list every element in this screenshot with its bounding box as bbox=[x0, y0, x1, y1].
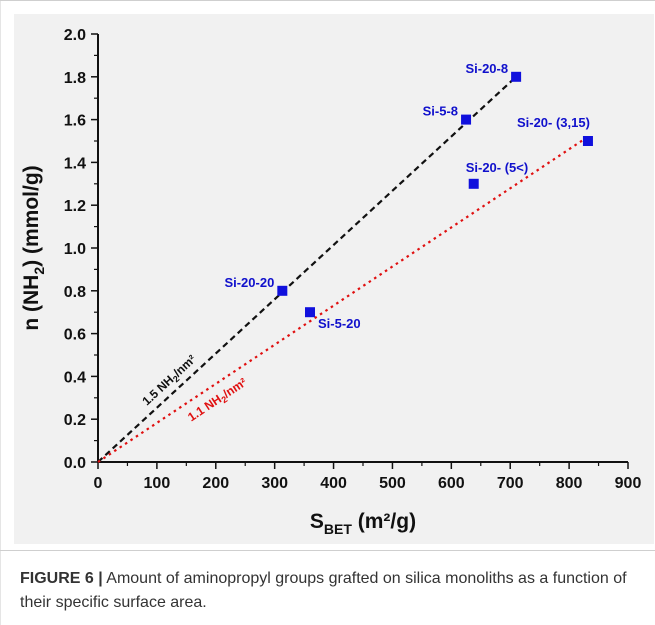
fit-line-2 bbox=[97, 135, 589, 463]
left-border bbox=[0, 0, 1, 625]
x-tick-label: 200 bbox=[202, 475, 229, 492]
x-tick-label: 400 bbox=[320, 475, 347, 492]
y-axis-title: n (NH2) (mmol/g) bbox=[20, 165, 47, 330]
x-tick-label: 600 bbox=[438, 475, 465, 492]
scatter-chart: 0 100 200 300 400 500 600 700 800 900 0.0 0.2 0.4 0.6… bbox=[20, 27, 642, 537]
y-tick-label: 1.8 bbox=[64, 70, 86, 87]
x-tick-label: 300 bbox=[261, 475, 288, 492]
data-point bbox=[461, 114, 472, 125]
y-tick-label: 1.4 bbox=[64, 155, 86, 172]
caption-text: Amount of aminopropyl groups grafted on … bbox=[20, 570, 627, 611]
y-tick-label: 2.0 bbox=[64, 27, 86, 44]
caption-separator bbox=[0, 550, 655, 551]
top-border bbox=[0, 0, 655, 14]
y-tick-label: 0.6 bbox=[64, 327, 86, 344]
y-tick-label: 0.0 bbox=[64, 455, 86, 472]
y-tick-label: 1.0 bbox=[64, 241, 86, 258]
x-tick-label: 500 bbox=[379, 475, 406, 492]
data-point-label: Si-5-8 bbox=[423, 104, 458, 119]
data-point bbox=[582, 136, 593, 146]
y-tick-label: 0.2 bbox=[64, 412, 86, 429]
x-tick-label: 800 bbox=[556, 475, 583, 492]
data-point-label: Si-20- (5<) bbox=[466, 160, 529, 175]
data-point bbox=[468, 178, 479, 189]
data-point-label: Si-20- (3,15) bbox=[517, 115, 590, 130]
data-point bbox=[511, 71, 522, 82]
y-tick-label: 1.2 bbox=[64, 198, 86, 215]
y-tick-label: 1.6 bbox=[64, 113, 86, 130]
y-tick-label: 0.4 bbox=[64, 369, 86, 386]
fit-line-1 bbox=[97, 75, 517, 463]
x-tick-label: 700 bbox=[497, 475, 524, 492]
data-point-label: Si-20-20 bbox=[224, 275, 274, 290]
data-point-label: Si-20-8 bbox=[465, 61, 508, 76]
data-point-label: Si-5-20 bbox=[318, 316, 361, 331]
chart-panel: 0 100 200 300 400 500 600 700 800 900 0.0 0.2 0.4 0.6… bbox=[14, 14, 654, 544]
x-tick-label: 0 bbox=[94, 475, 103, 492]
data-point bbox=[305, 307, 315, 318]
data-point bbox=[277, 285, 288, 296]
figure-label: FIGURE 6 | bbox=[20, 570, 103, 587]
x-tick-label: 900 bbox=[615, 475, 642, 492]
figure-caption: FIGURE 6 | Amount of aminopropyl groups … bbox=[20, 567, 640, 615]
x-tick-label: 100 bbox=[144, 475, 171, 492]
y-tick-label: 0.8 bbox=[64, 284, 86, 301]
x-axis-title: SBET (m²/g) bbox=[310, 510, 416, 537]
